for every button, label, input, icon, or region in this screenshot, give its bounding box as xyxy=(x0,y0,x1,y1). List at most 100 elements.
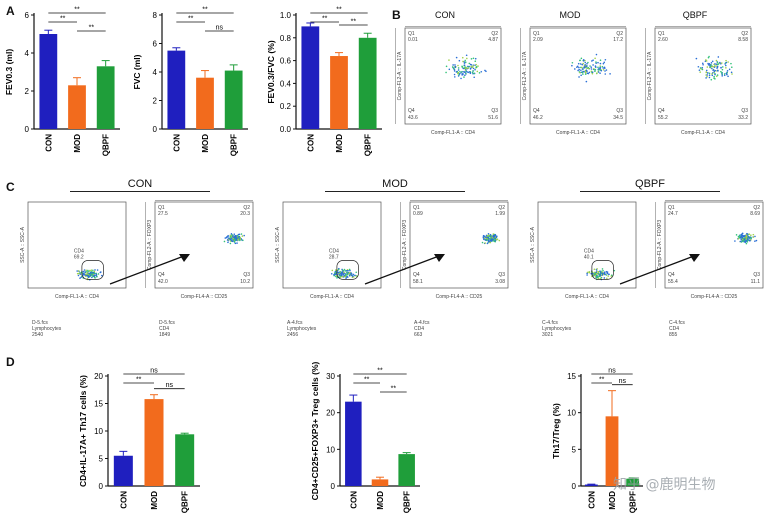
x-tick-label: QBPF xyxy=(403,491,412,513)
q4-name: Q4 xyxy=(533,108,540,114)
y-tick-label: 0 xyxy=(153,125,158,134)
x-tick-label: QBPF xyxy=(230,134,239,156)
bar-qbpf xyxy=(626,478,640,486)
flow-b-title-con: CON xyxy=(435,10,455,20)
bar-mod xyxy=(605,416,619,486)
q1-name: Q1 xyxy=(668,205,675,211)
y-axis-title: Comp-FL2-A :: FOXP3 xyxy=(657,220,663,271)
q2-value: 17.2 xyxy=(613,37,623,43)
q3-value: 10.2 xyxy=(240,279,250,285)
significance-label: ns xyxy=(216,25,224,32)
panel-letter-b: B xyxy=(392,8,401,22)
y-tick-label: 15 xyxy=(567,372,576,381)
gate-name: CD4 xyxy=(584,248,594,254)
q3-value: 51.6 xyxy=(488,115,498,121)
bar-qbpf xyxy=(358,37,377,129)
plot-frame xyxy=(529,27,627,125)
q4-name: Q4 xyxy=(408,108,415,114)
y-tick-label: 10 xyxy=(94,427,103,436)
arrow-head xyxy=(179,254,190,262)
significance-label: ** xyxy=(188,16,194,23)
x-axis-title: Comp-FL1-A :: CD4 xyxy=(55,294,99,300)
x-tick-label: MOD xyxy=(150,491,159,510)
arrow-shaft xyxy=(364,255,440,285)
q1-name: Q1 xyxy=(158,205,165,211)
q4-name: Q4 xyxy=(668,272,675,278)
y-tick-label: 6 xyxy=(153,40,158,49)
panel-letter-a: A xyxy=(6,4,15,18)
q2-value: 4.87 xyxy=(488,37,498,43)
q1-value: 2.60 xyxy=(658,37,668,43)
flow-c-left-caption: C-4.fcs Lymphocytes 3021 xyxy=(542,320,572,338)
plot-frame xyxy=(154,201,254,289)
y-axis-title: SSC-A :: SSC-A xyxy=(275,226,281,263)
q3-name: Q3 xyxy=(753,272,760,278)
gate-value: 40.1 xyxy=(584,254,594,260)
q4-value: 46.2 xyxy=(533,115,543,121)
y-axis-title: SSC-A :: SSC-A xyxy=(20,226,26,263)
flow-b-con-plot: Comp-FL1-A :: CD4 Comp-FL2-A :: IL-17A Q10… xyxy=(395,26,502,136)
q4-value: 55.2 xyxy=(658,115,668,121)
significance-label: ** xyxy=(599,377,605,384)
x-axis-title: Comp-FL1-A :: CD4 xyxy=(431,130,475,136)
y-tick-label: 30 xyxy=(326,372,335,381)
bar-con xyxy=(113,455,133,486)
bar-qbpf xyxy=(398,454,415,486)
bar-mod xyxy=(144,399,164,486)
q2-name: Q2 xyxy=(753,205,760,211)
gate-name: CD4 xyxy=(74,248,84,254)
flow-b-title-qbpf: QBPF xyxy=(682,10,708,20)
x-tick-label: MOD xyxy=(608,491,617,510)
q2-value: 8.58 xyxy=(738,37,748,43)
x-axis-title: Comp-FL1-A :: CD4 xyxy=(565,294,609,300)
y-tick-label: 10 xyxy=(567,409,576,418)
y-tick-label: 0 xyxy=(25,125,30,134)
y-tick-label: 10 xyxy=(326,445,335,454)
q3-value: 11.1 xyxy=(751,279,761,285)
bar-chart-th17: 0 5 10 15 20 CD4+IL-17A+ Th17 cells (%) CON MOD… xyxy=(78,368,200,513)
flow-b-qbpf-plot: Comp-FL1-A :: CD4 Comp-FL2-A :: IL-17A Q12… xyxy=(645,26,752,136)
cd4-gate xyxy=(81,260,104,280)
bar-qbpf xyxy=(224,70,243,129)
y-tick-label: 1.0 xyxy=(280,11,292,20)
y-axis-title: Comp-FL2-A :: IL-17A xyxy=(647,51,653,100)
q1-name: Q1 xyxy=(413,205,420,211)
x-tick-label: QBPF xyxy=(629,491,638,513)
significance-label: ns xyxy=(150,368,158,375)
flow-c-right-qbpf-plot: Comp-FL4-A :: CD25 Comp-FL2-A :: FOXP3 Q12… xyxy=(655,200,764,300)
bar-chart-treg: 0 10 20 30 CD4+CD25+FOXP3+ Treg cells (%) CON… xyxy=(310,362,420,513)
significance-label: ns xyxy=(619,378,627,385)
q2-value: 20.3 xyxy=(240,211,250,217)
q3-name: Q3 xyxy=(491,108,498,114)
watermark-text: 知乎 @鹿明生物 xyxy=(613,477,716,493)
y-tick-label: 0 xyxy=(99,482,104,491)
flow-c-title-con: CON xyxy=(127,178,153,190)
bar-chart-fev03: 0 2 4 6 FEV0.3 (ml) CON MOD QBPF ** ** ** xyxy=(4,7,120,156)
q1-name: Q1 xyxy=(658,31,665,37)
x-tick-label: CON xyxy=(119,491,128,509)
y-axis-title: Comp-FL2-A :: IL-17A xyxy=(397,51,403,100)
q1-value: 2.09 xyxy=(533,37,543,43)
q1-value: 24.7 xyxy=(668,211,678,217)
flow-c-title-rule xyxy=(325,191,465,192)
y-axis-title: Comp-FL2-A :: FOXP3 xyxy=(147,220,153,271)
significance-label: ns xyxy=(608,368,616,375)
x-tick-label: CON xyxy=(306,134,315,152)
plot-frame xyxy=(654,27,752,125)
significance-label: ** xyxy=(322,16,328,23)
y-tick-label: 4 xyxy=(153,68,158,77)
x-tick-label: QBPF xyxy=(102,134,111,156)
gate-value: 28.7 xyxy=(329,254,339,260)
x-axis-title: Comp-FL1-A :: CD4 xyxy=(681,130,725,136)
x-axis-title: Comp-FL4-A :: CD25 xyxy=(436,294,483,300)
y-tick-label: 2 xyxy=(25,87,30,96)
q2-name: Q2 xyxy=(616,31,623,37)
cd4-gate xyxy=(336,260,359,280)
significance-label: ** xyxy=(136,377,142,384)
bar-mod xyxy=(68,85,86,129)
bar-qbpf xyxy=(175,434,195,486)
y-tick-label: 0 xyxy=(331,482,336,491)
flow-c-title-mod: MOD xyxy=(382,178,408,190)
